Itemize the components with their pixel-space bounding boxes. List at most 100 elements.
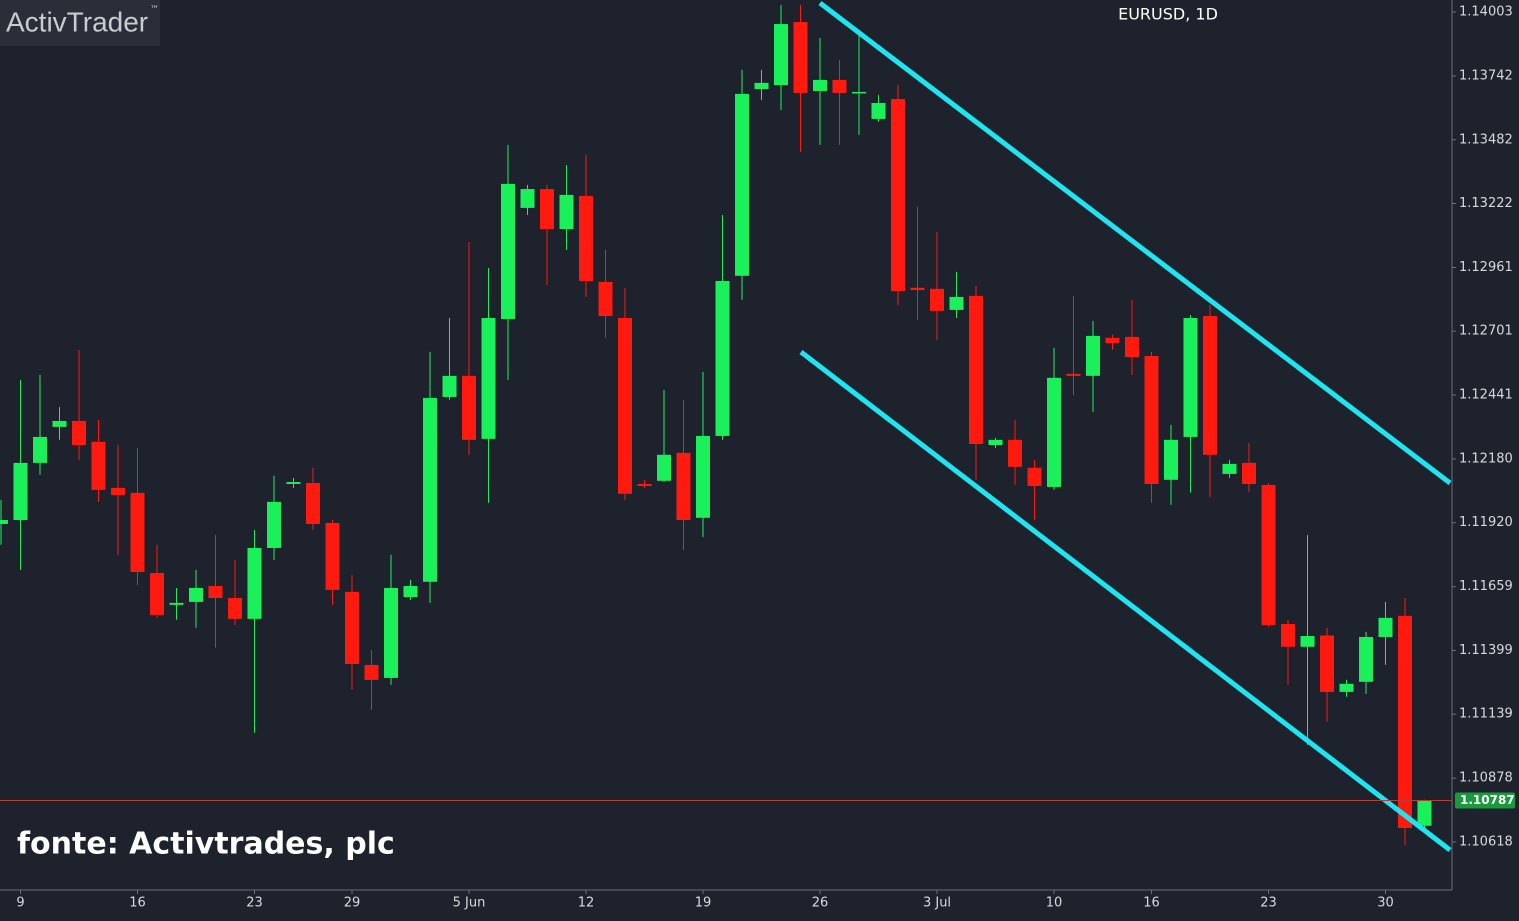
candle-body (696, 435, 710, 518)
candle-body (442, 375, 457, 397)
candle-body (1164, 439, 1178, 480)
logo: ActivTrader (6, 6, 148, 37)
x-tick-label: 3 Jul (923, 896, 951, 911)
candle-body (969, 295, 983, 445)
candle-body (130, 492, 145, 573)
candle-body (52, 420, 67, 427)
y-tick-label: 1.11659 (1459, 579, 1513, 594)
candle-body (715, 280, 730, 436)
candle-body (208, 585, 223, 598)
y-tick-label: 1.13222 (1459, 196, 1513, 211)
candle-body (1261, 484, 1276, 625)
candle-body (267, 501, 281, 548)
candle-body (1242, 462, 1256, 484)
x-tick-label: 23 (246, 896, 263, 911)
candle-body (72, 420, 86, 445)
candle-body (189, 587, 203, 602)
candle-body (91, 441, 106, 490)
candle-body (247, 547, 262, 619)
y-tick-label: 1.10878 (1459, 771, 1513, 786)
candle-body (1105, 337, 1120, 344)
candle-body (286, 482, 301, 484)
x-tick-label: 16 (129, 896, 146, 911)
candle-body (1359, 636, 1373, 682)
candle-body (871, 102, 886, 119)
x-tick-label: 30 (1377, 896, 1394, 911)
candle-body (1320, 635, 1334, 692)
x-tick-label: 23 (1260, 896, 1277, 911)
y-tick-label: 1.12961 (1459, 260, 1513, 275)
x-tick-label: 10 (1046, 896, 1063, 911)
plot-area (0, 4, 1432, 845)
x-tick-label: 12 (578, 896, 595, 911)
candle-body (832, 79, 847, 93)
candle-body (364, 664, 379, 680)
candle-body (169, 602, 184, 605)
candle-body (33, 436, 47, 463)
y-tick-label: 1.10618 (1459, 834, 1513, 849)
x-tick-label: 26 (812, 896, 829, 911)
candle-body (1417, 800, 1432, 826)
y-tick-label: 1.12180 (1459, 451, 1513, 466)
candle-body (0, 520, 8, 524)
candle-body (481, 317, 496, 439)
chart-title: EURUSD, 1D (1118, 5, 1218, 24)
candle-body (754, 82, 769, 89)
y-tick-label: 1.12441 (1459, 387, 1513, 402)
y-tick-label: 1.11139 (1459, 707, 1513, 722)
source-note: fonte: Activtrades, plc (17, 827, 395, 862)
candle-body (1144, 356, 1159, 484)
last-price-label: 1.10787 (1460, 793, 1515, 807)
candle-body (1203, 316, 1217, 455)
x-tick-label: 19 (695, 896, 712, 911)
candle-body (111, 487, 125, 496)
candle-body (306, 483, 320, 524)
candle-body (540, 189, 554, 229)
channel-lower-line (799, 350, 1452, 852)
logo-trademark: ™ (150, 5, 159, 15)
candle-body (559, 194, 574, 229)
candle-body (228, 597, 242, 619)
x-tick-label: 29 (344, 896, 361, 911)
y-tick-label: 1.11920 (1459, 515, 1513, 530)
candle-body (930, 288, 944, 311)
candle-body (676, 452, 691, 521)
x-tick-label: 5 Jun (453, 896, 486, 911)
candle-body (1300, 635, 1315, 647)
candle-body (384, 587, 398, 678)
candle-body (1281, 623, 1295, 647)
candle-body (1183, 317, 1198, 437)
candle-body (1222, 463, 1237, 474)
candle-body (345, 591, 359, 664)
y-tick-label: 1.12701 (1459, 324, 1513, 339)
candle-body (910, 287, 925, 291)
candle-body (579, 195, 593, 281)
y-tick-label: 1.14003 (1459, 5, 1513, 20)
candle-body (793, 22, 808, 93)
candle-body (735, 93, 749, 276)
candle-body (988, 439, 1003, 445)
x-tick-label: 16 (1143, 896, 1160, 911)
y-tick-label: 1.13482 (1459, 132, 1513, 147)
candle-body (1008, 439, 1022, 467)
candle-body (1378, 617, 1393, 637)
candle-body (501, 183, 515, 319)
candle-body (949, 296, 964, 310)
candle-body (403, 585, 418, 598)
candle-body (520, 189, 535, 208)
candle-body (891, 99, 905, 292)
y-tick-label: 1.11399 (1459, 643, 1513, 658)
candle-body (1339, 683, 1354, 692)
logo-box (0, 0, 160, 46)
channel-upper-line (818, 1, 1452, 485)
candle-body (1027, 467, 1042, 486)
candle-body (1125, 336, 1139, 357)
candle-body (1086, 335, 1100, 376)
candle-body (13, 462, 28, 521)
x-tick-label: 9 (16, 896, 24, 911)
candle-body (1047, 377, 1061, 487)
candle-body (813, 79, 827, 91)
candle-body (618, 317, 632, 494)
